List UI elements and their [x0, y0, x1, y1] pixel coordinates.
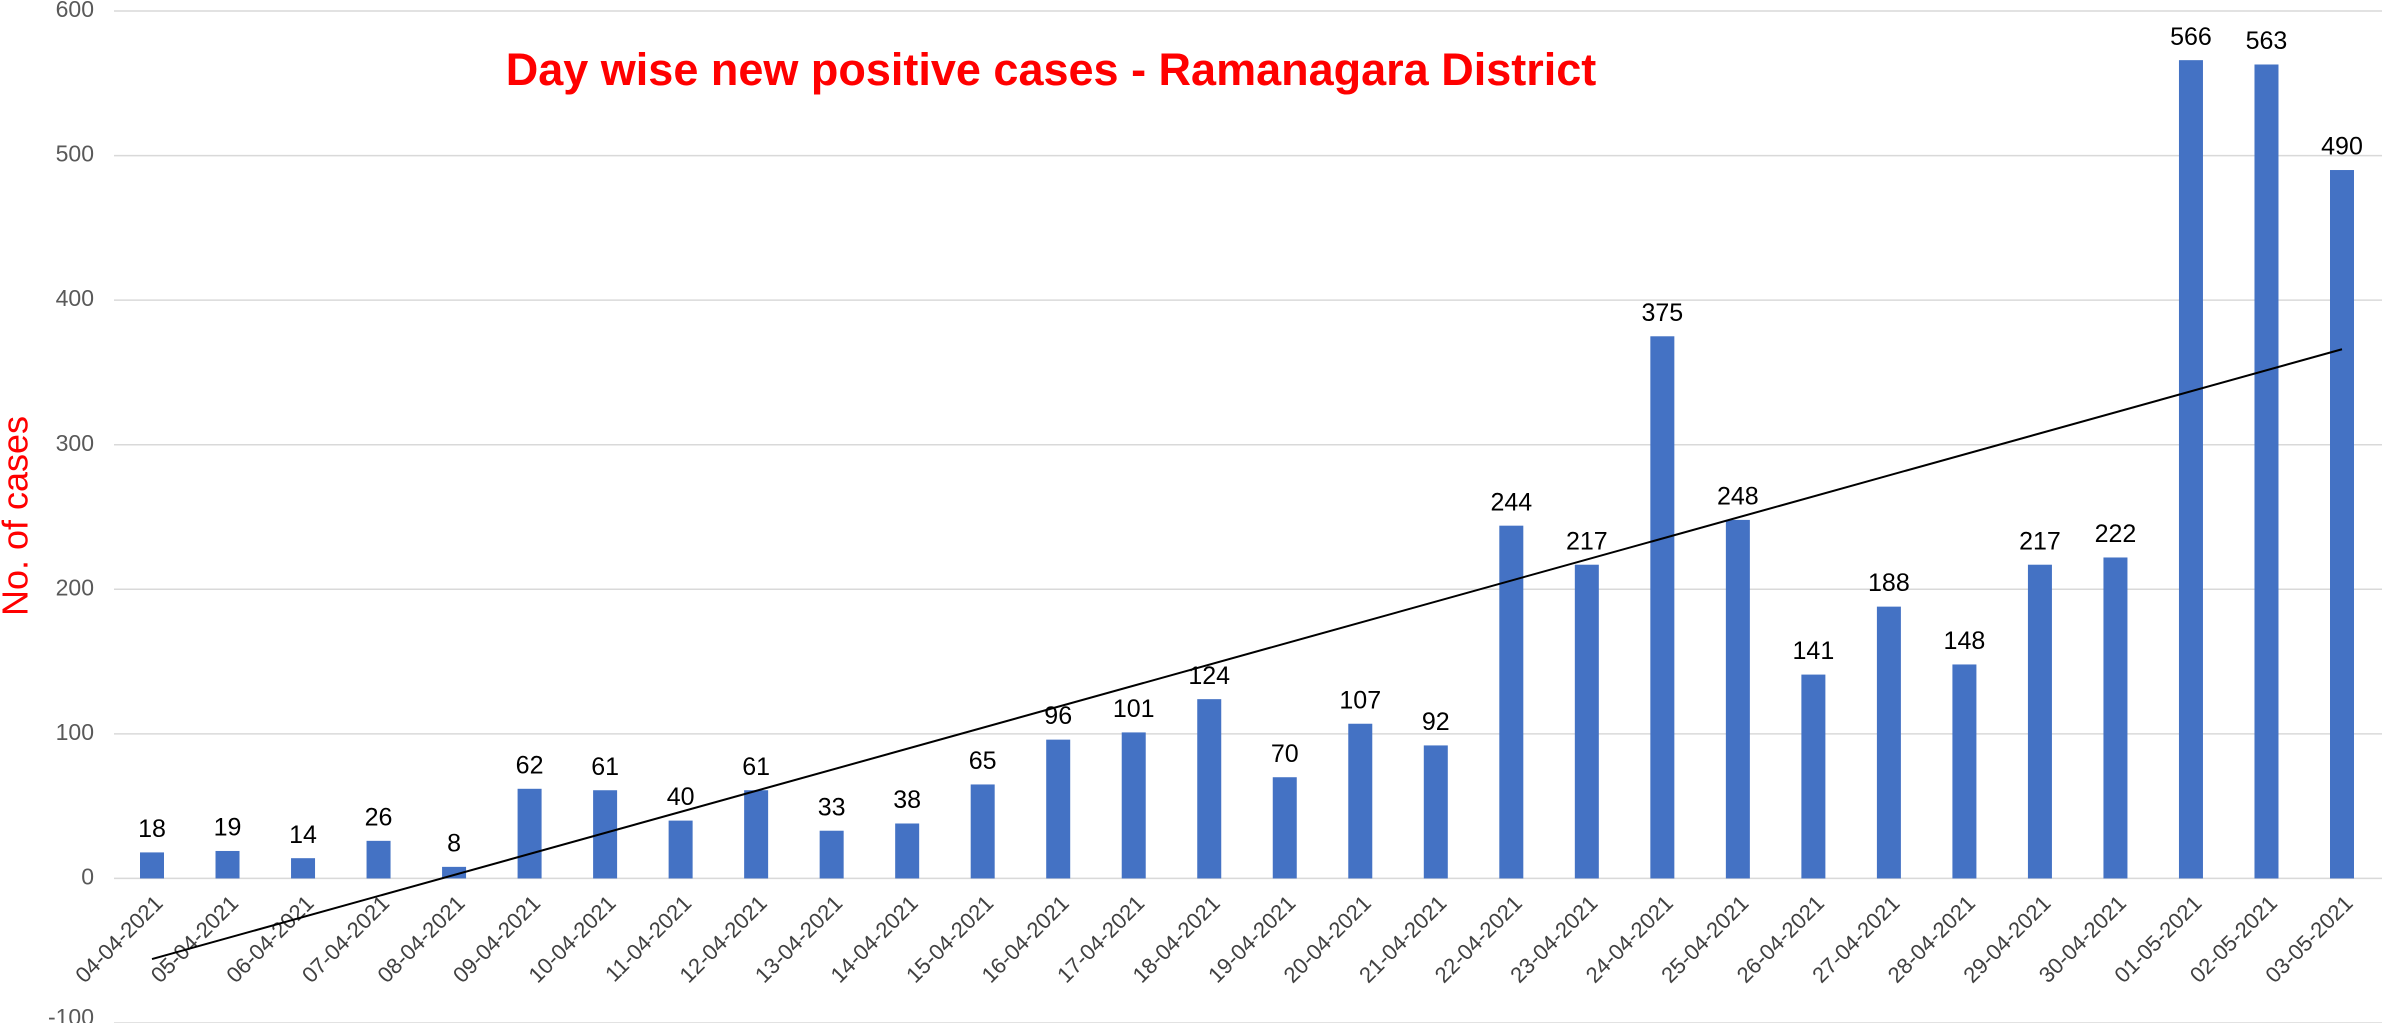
bar [1272, 777, 1297, 879]
data-label: 101 [1113, 695, 1155, 723]
trendline [151, 348, 2343, 961]
bar [442, 866, 467, 879]
y-tick-label: 300 [56, 430, 94, 456]
data-label: 92 [1422, 708, 1450, 736]
data-label: 563 [2246, 27, 2288, 55]
bar [819, 830, 844, 879]
data-label: 490 [2321, 133, 2363, 161]
bar [2330, 170, 2354, 879]
data-label: 38 [893, 786, 921, 814]
bar [2178, 60, 2203, 879]
bar [291, 858, 316, 879]
bar [1650, 336, 1675, 879]
bar [895, 823, 920, 879]
data-label: 61 [591, 753, 619, 781]
bar [215, 850, 240, 879]
y-tick-label: -100 [48, 1004, 94, 1023]
data-label: 375 [1641, 299, 1683, 327]
data-label: 148 [1944, 627, 1986, 655]
y-tick-label: 100 [56, 719, 94, 745]
bar [744, 790, 769, 879]
data-label: 107 [1339, 686, 1381, 714]
bar [2103, 557, 2128, 879]
bar [1952, 664, 1977, 879]
bar [517, 788, 542, 879]
data-label: 14 [289, 821, 317, 849]
data-label: 61 [742, 753, 770, 781]
bar [366, 840, 391, 879]
data-label: 217 [2019, 527, 2061, 555]
bar [970, 784, 995, 879]
bar [1348, 723, 1373, 879]
bar [1801, 674, 1826, 879]
y-axis-label: No. of cases [0, 416, 36, 616]
data-label: 26 [365, 803, 393, 831]
data-label: 19 [214, 814, 242, 842]
y-tick-label: 500 [56, 141, 94, 167]
data-label: 124 [1188, 662, 1230, 690]
bar [140, 852, 164, 879]
data-label: 8 [447, 829, 461, 857]
data-label: 40 [667, 783, 695, 811]
bar [2254, 64, 2279, 879]
y-tick-label: 200 [56, 574, 94, 600]
bar [1876, 606, 1901, 879]
data-label: 248 [1717, 483, 1759, 511]
y-tick-label: 0 [81, 864, 94, 890]
bar [1574, 564, 1599, 879]
bar [668, 820, 693, 879]
data-label: 33 [818, 793, 846, 821]
data-label: 70 [1271, 740, 1299, 768]
data-label: 244 [1490, 488, 1532, 516]
data-label: 566 [2170, 23, 2212, 51]
data-label: 62 [516, 751, 544, 779]
bar [1046, 739, 1071, 879]
data-label: 217 [1566, 527, 1608, 555]
data-label: 18 [138, 815, 166, 843]
chart-title: Day wise new positive cases - Ramanagara… [506, 44, 1596, 95]
bar [1499, 525, 1524, 879]
bar [1725, 519, 1750, 879]
bar [1197, 699, 1222, 879]
bar [1423, 745, 1448, 879]
data-label: 141 [1793, 637, 1835, 665]
bar [2027, 564, 2052, 879]
bar [1121, 732, 1146, 879]
data-label: 188 [1868, 569, 1910, 597]
data-label: 222 [2095, 520, 2137, 548]
y-tick-label: 400 [56, 285, 94, 311]
y-tick-label: 600 [56, 0, 94, 22]
data-label: 65 [969, 747, 997, 775]
